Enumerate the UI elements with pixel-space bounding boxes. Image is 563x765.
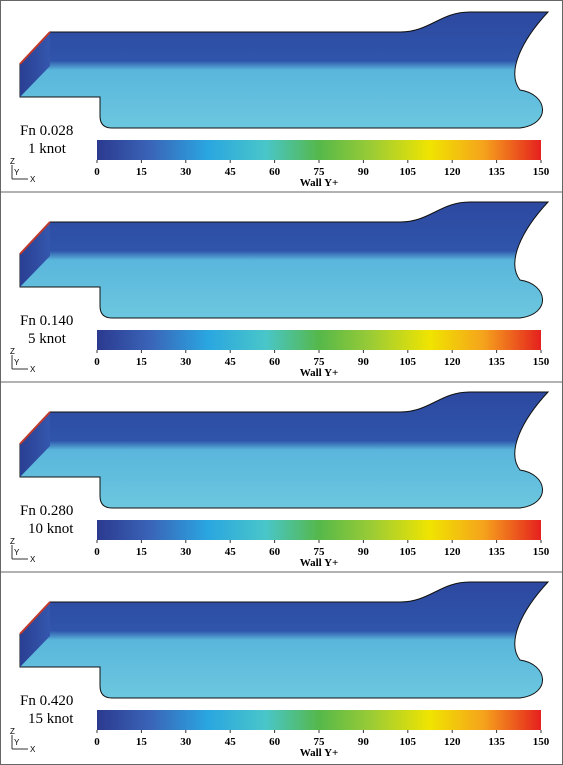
colorbar-title: Wall Y+ <box>300 557 339 569</box>
colorbar-tick-label: 120 <box>444 546 461 558</box>
colorbar-tick-label: 150 <box>533 166 550 178</box>
froude-label: Fn 0.420 <box>20 693 73 709</box>
colorbar-tick-label: 0 <box>94 546 100 558</box>
triad-y: Y <box>14 738 20 747</box>
colorbar-tick-label: 120 <box>444 736 461 748</box>
hull-side <box>20 392 548 508</box>
colorbar-tick-label: 105 <box>400 166 417 178</box>
colorbar-tick-label: 135 <box>488 166 505 178</box>
hull-side <box>20 12 548 128</box>
colorbar-tick-label: 15 <box>136 546 148 558</box>
colorbar-tick-label: 105 <box>400 736 417 748</box>
colorbar-tick-label: 15 <box>136 166 148 178</box>
colorbar-tick-label: 90 <box>358 356 370 368</box>
colorbar-tick-label: 0 <box>94 356 100 368</box>
triad-y: Y <box>14 168 20 177</box>
triad-x: X <box>30 745 36 754</box>
colorbar-tick-label: 120 <box>444 356 461 368</box>
colorbar-tick-label: 15 <box>136 736 148 748</box>
hull-side <box>20 202 548 318</box>
colorbar-tick-label: 105 <box>400 356 417 368</box>
colorbar <box>97 520 541 540</box>
colorbar-tick-label: 45 <box>225 736 237 748</box>
colorbar-tick-label: 135 <box>488 356 505 368</box>
colorbar-tick-label: 60 <box>269 166 281 178</box>
colorbar <box>97 710 541 730</box>
colorbar-tick-label: 60 <box>269 356 281 368</box>
colorbar-tick-label: 60 <box>269 546 281 558</box>
colorbar-title: Wall Y+ <box>300 747 339 759</box>
speed-label: 5 knot <box>28 331 67 347</box>
triad-y: Y <box>14 548 20 557</box>
colorbar-tick-label: 105 <box>400 546 417 558</box>
colorbar-tick-label: 30 <box>180 736 192 748</box>
speed-label: 1 knot <box>28 141 67 157</box>
triad-x: X <box>30 175 36 184</box>
colorbar-tick-label: 135 <box>488 736 505 748</box>
colorbar-tick-label: 150 <box>533 736 550 748</box>
colorbar-tick-label: 90 <box>358 546 370 558</box>
triad-z: Z <box>10 347 15 356</box>
colorbar-tick-label: 45 <box>225 166 237 178</box>
froude-label: Fn 0.280 <box>20 503 73 519</box>
triad-z: Z <box>10 157 15 166</box>
colorbar-tick-label: 45 <box>225 546 237 558</box>
speed-label: 15 knot <box>28 711 74 727</box>
colorbar-tick-label: 30 <box>180 546 192 558</box>
colorbar-tick-label: 30 <box>180 356 192 368</box>
colorbar-tick-label: 0 <box>94 736 100 748</box>
colorbar-tick-label: 135 <box>488 546 505 558</box>
triad-x: X <box>30 555 36 564</box>
colorbar-tick-label: 120 <box>444 166 461 178</box>
colorbar-tick-label: 150 <box>533 356 550 368</box>
colorbar-tick-label: 30 <box>180 166 192 178</box>
colorbar <box>97 330 541 350</box>
froude-label: Fn 0.140 <box>20 313 73 329</box>
speed-label: 10 knot <box>28 521 74 537</box>
figure: Fn 0.0281 knotZYX01530456075901051201351… <box>0 0 563 765</box>
colorbar-tick-label: 60 <box>269 736 281 748</box>
froude-label: Fn 0.028 <box>20 123 73 139</box>
colorbar-tick-label: 150 <box>533 546 550 558</box>
triad-y: Y <box>14 358 20 367</box>
colorbar-tick-label: 0 <box>94 166 100 178</box>
colorbar-title: Wall Y+ <box>300 367 339 379</box>
triad-z: Z <box>10 537 15 546</box>
colorbar-tick-label: 90 <box>358 736 370 748</box>
colorbar-tick-label: 45 <box>225 356 237 368</box>
colorbar <box>97 140 541 160</box>
triad-z: Z <box>10 727 15 736</box>
colorbar-tick-label: 15 <box>136 356 148 368</box>
colorbar-title: Wall Y+ <box>300 177 339 189</box>
triad-x: X <box>30 365 36 374</box>
hull-side <box>20 582 548 698</box>
colorbar-tick-label: 90 <box>358 166 370 178</box>
